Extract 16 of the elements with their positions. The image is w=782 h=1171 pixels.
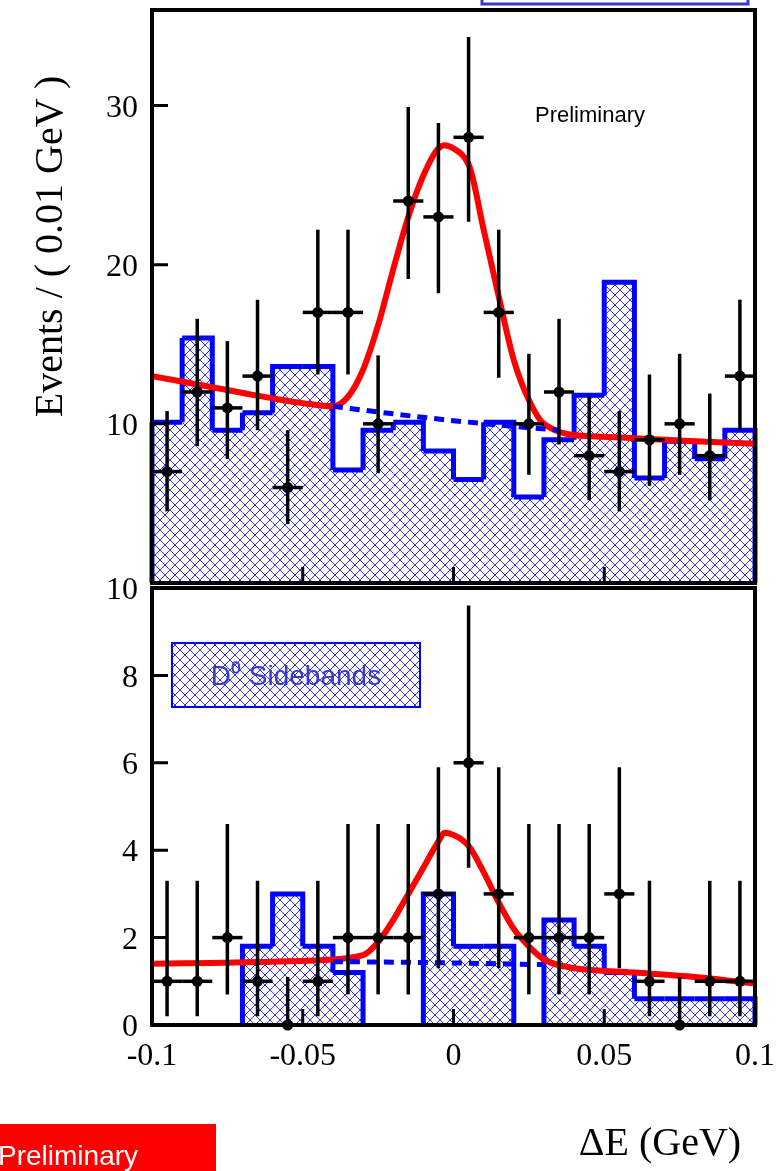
y-tick-label: 10 bbox=[106, 406, 138, 443]
x-axis-title: ΔE (GeV) bbox=[578, 1119, 742, 1164]
y-axis-title: Events / ( 0.01 GeV ) bbox=[26, 75, 71, 418]
annotation: Preliminary bbox=[534, 102, 646, 127]
y-tick-label: 30 bbox=[106, 87, 138, 124]
y-tick-label: 8 bbox=[122, 657, 138, 694]
y-tick-label: 4 bbox=[122, 832, 138, 869]
text: Preliminary bbox=[0, 1140, 139, 1171]
y-tick-label: 10 bbox=[106, 570, 138, 607]
y-tick-label: 2 bbox=[122, 919, 138, 956]
x-tick-label: 0.05 bbox=[576, 1036, 633, 1072]
x-tick-label: 0.1 bbox=[735, 1036, 775, 1072]
x-tick-label: -0.05 bbox=[269, 1036, 337, 1072]
y-tick-label: 20 bbox=[106, 246, 138, 283]
x-tick-label: 0 bbox=[445, 1036, 462, 1072]
y-tick-label: 6 bbox=[122, 745, 138, 781]
